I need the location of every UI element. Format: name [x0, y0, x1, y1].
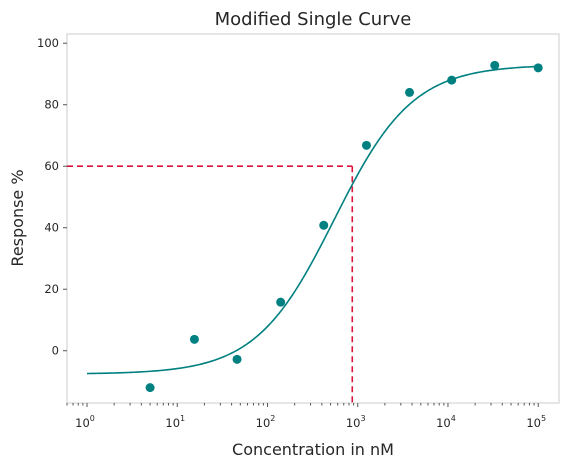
x-tick-label: 105: [526, 414, 546, 430]
y-axis-label: Response %: [8, 169, 27, 266]
data-point: [276, 297, 286, 307]
plot-frame: [66, 33, 560, 404]
x-tick-label: 101: [165, 414, 185, 430]
reference-lines: [67, 165, 354, 403]
data-point: [490, 60, 500, 70]
fitted-curve: [87, 65, 539, 375]
data-point: [405, 87, 415, 97]
y-tick-label: 100: [37, 36, 59, 50]
data-point: [361, 140, 371, 150]
data-point: [319, 220, 329, 230]
x-tick-label: 104: [436, 414, 456, 430]
chart-title: Modified Single Curve: [215, 9, 412, 30]
x-axis-label: Concentration in nM: [232, 440, 394, 459]
x-tick-label: 103: [346, 414, 366, 430]
data-point: [533, 63, 543, 73]
data-point: [145, 383, 155, 393]
data-point: [447, 75, 457, 85]
y-tick-label: 40: [44, 221, 59, 235]
x-tick-label: 100: [75, 414, 95, 430]
data-points: [145, 60, 543, 393]
x-tick-label: 102: [256, 414, 276, 430]
data-point: [232, 354, 242, 364]
y-axis-ticks: 0 20 40 60 80 100: [37, 36, 67, 358]
y-tick-label: 80: [44, 98, 59, 112]
data-point: [189, 334, 199, 344]
x-axis-ticks: 100 101 102 103 104 105: [66, 403, 546, 430]
y-tick-label: 20: [44, 282, 59, 296]
y-tick-label: 0: [52, 344, 59, 358]
y-tick-label: 60: [44, 159, 59, 173]
